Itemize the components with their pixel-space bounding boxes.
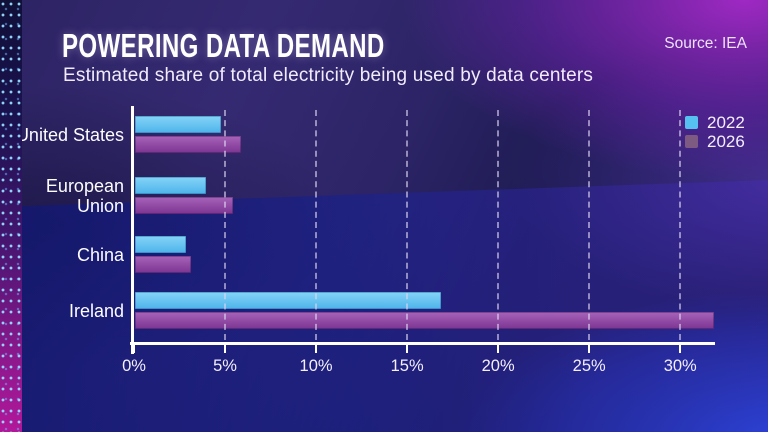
x-tick-label-10pct: 10% xyxy=(299,357,333,375)
legend-row-2022: 2022 xyxy=(685,113,745,132)
chart-legend: 2022 2026 xyxy=(685,113,745,151)
x-axis-line xyxy=(130,342,715,345)
category-label-ireland: Ireland xyxy=(68,300,124,321)
bar-china-2026 xyxy=(135,256,192,273)
left-particle-decor-strip xyxy=(0,0,22,432)
gridline-25pct xyxy=(588,110,591,340)
x-tick-0pct xyxy=(133,344,135,353)
legend-swatch-2022 xyxy=(685,116,698,129)
bar-european-union-2026 xyxy=(135,197,234,214)
bar-united-states-2026 xyxy=(135,136,241,153)
gridline-5pct xyxy=(224,110,227,340)
x-tick-label-15pct: 15% xyxy=(390,357,424,375)
gridline-15pct xyxy=(406,110,409,340)
x-tick-30pct xyxy=(679,344,682,353)
bar-ireland-2022 xyxy=(135,292,441,309)
x-tick-label-25pct: 25% xyxy=(572,357,606,375)
chart-subtitle: Estimated share of total electricity bei… xyxy=(63,65,594,86)
x-tick-label-20pct: 20% xyxy=(481,357,515,375)
x-tick-label-0pct: 0% xyxy=(122,357,146,375)
bar-china-2022 xyxy=(135,236,186,253)
legend-label-2022: 2022 xyxy=(707,112,745,132)
y-axis-baseline xyxy=(131,106,134,354)
category-label-china: China xyxy=(76,244,124,265)
x-tick-label-5pct: 5% xyxy=(213,357,237,375)
page-title: POWERING DATA DEMAND xyxy=(62,27,385,64)
gridline-20pct xyxy=(497,110,500,340)
x-tick-25pct xyxy=(588,344,591,353)
chart-plot-area: 2022 2026 0% 5% 10% 15% 20% 25% 30% xyxy=(122,106,745,375)
x-tick-20pct xyxy=(497,344,500,353)
source-label: Source: IEA xyxy=(664,35,747,52)
gridline-10pct xyxy=(315,110,318,340)
bar-ireland-2026 xyxy=(135,312,714,329)
category-label-european-union: European Union xyxy=(45,175,124,216)
category-axis-labels: United States European Union China Ireland xyxy=(14,108,124,342)
x-tick-label-30pct: 30% xyxy=(663,357,697,375)
x-tick-10pct xyxy=(315,344,318,353)
x-tick-5pct xyxy=(224,344,227,353)
legend-row-2026: 2026 xyxy=(685,132,745,151)
bar-european-union-2022 xyxy=(135,177,206,194)
x-tick-15pct xyxy=(406,344,409,353)
gridline-30pct xyxy=(679,110,682,340)
bar-united-states-2022 xyxy=(135,116,221,133)
legend-swatch-2026 xyxy=(685,135,698,148)
legend-label-2026: 2026 xyxy=(707,131,745,151)
category-label-united-states: United States xyxy=(15,124,124,145)
